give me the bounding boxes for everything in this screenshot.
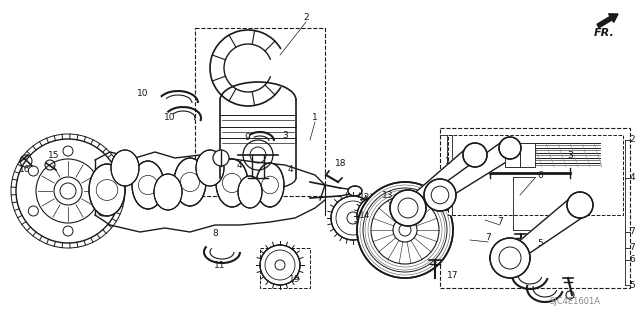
Text: 14: 14 — [359, 211, 371, 219]
Ellipse shape — [196, 150, 224, 186]
Ellipse shape — [348, 186, 362, 196]
Text: 4: 4 — [236, 161, 242, 170]
FancyArrow shape — [597, 14, 618, 28]
Text: 6: 6 — [537, 170, 543, 180]
Circle shape — [463, 143, 487, 167]
Text: 12: 12 — [359, 194, 371, 203]
Text: 4: 4 — [287, 166, 293, 174]
Text: 19: 19 — [289, 275, 301, 284]
Ellipse shape — [154, 174, 182, 210]
Circle shape — [213, 150, 229, 166]
Bar — [195, 28, 325, 196]
Ellipse shape — [174, 158, 206, 206]
Polygon shape — [404, 146, 482, 213]
Circle shape — [462, 165, 478, 181]
Text: 13: 13 — [382, 191, 394, 201]
Text: 1: 1 — [312, 114, 318, 122]
Text: 3: 3 — [282, 131, 288, 140]
Text: 7: 7 — [629, 243, 635, 253]
Ellipse shape — [132, 161, 164, 209]
Circle shape — [60, 183, 76, 199]
Text: 8: 8 — [212, 229, 218, 239]
Bar — [440, 128, 630, 288]
Text: 2: 2 — [629, 136, 635, 145]
Bar — [520, 143, 535, 167]
Text: 18: 18 — [335, 160, 347, 168]
Text: 9: 9 — [244, 133, 250, 143]
Circle shape — [357, 196, 397, 236]
Bar — [260, 248, 310, 288]
Text: 1: 1 — [445, 158, 451, 167]
Text: 4: 4 — [629, 174, 635, 182]
Text: 11: 11 — [214, 261, 226, 270]
Ellipse shape — [216, 159, 248, 207]
Circle shape — [490, 238, 530, 278]
Circle shape — [260, 245, 300, 285]
Polygon shape — [506, 196, 587, 263]
Circle shape — [357, 182, 453, 278]
Circle shape — [567, 192, 593, 218]
Text: 10: 10 — [137, 88, 148, 98]
Text: 7: 7 — [629, 227, 635, 236]
Circle shape — [499, 137, 521, 159]
Text: 16: 16 — [19, 166, 31, 174]
Ellipse shape — [111, 150, 139, 186]
Text: 7: 7 — [497, 218, 503, 226]
Text: 5: 5 — [629, 280, 635, 290]
Circle shape — [390, 190, 426, 226]
Ellipse shape — [238, 176, 262, 208]
Circle shape — [424, 179, 456, 211]
Text: 10: 10 — [164, 113, 176, 122]
Circle shape — [331, 196, 375, 240]
Bar — [505, 143, 520, 167]
Ellipse shape — [256, 163, 284, 207]
Text: 17: 17 — [447, 271, 459, 280]
Text: 5: 5 — [537, 239, 543, 248]
Text: FR.: FR. — [594, 28, 615, 38]
Text: 2: 2 — [303, 12, 309, 21]
Bar — [448, 135, 623, 215]
Text: 4: 4 — [475, 158, 481, 167]
Text: SJC4E1601A: SJC4E1601A — [550, 298, 600, 307]
Text: 15: 15 — [48, 151, 60, 160]
Text: 3: 3 — [567, 151, 573, 160]
Text: 6: 6 — [629, 256, 635, 264]
Text: 7: 7 — [485, 234, 491, 242]
Ellipse shape — [89, 164, 125, 216]
Polygon shape — [436, 140, 515, 201]
